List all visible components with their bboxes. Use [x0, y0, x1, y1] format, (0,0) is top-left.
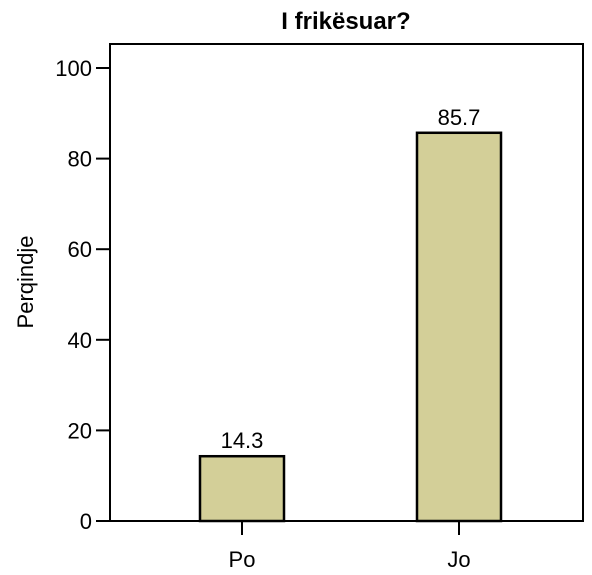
- chart-title: I frikësuar?: [281, 8, 410, 35]
- x-tick-label-po: Po: [229, 547, 256, 572]
- bar-po: [198, 454, 286, 523]
- data-label-jo: 85.7: [438, 105, 481, 130]
- y-tick-label: 20: [68, 418, 92, 443]
- y-axis-label: Perqindje: [13, 236, 38, 329]
- plot-frame: [109, 43, 584, 522]
- data-labels-group: 14.3 85.7: [221, 105, 481, 453]
- data-label-po: 14.3: [221, 428, 264, 453]
- y-tick-label: 0: [80, 509, 92, 534]
- y-tick-label: 40: [68, 328, 92, 353]
- y-tick-label: 60: [68, 237, 92, 262]
- y-axis: 0 20 40 60 80 100: [55, 56, 110, 534]
- y-tick-label: 80: [68, 147, 92, 172]
- x-axis: Po Jo: [229, 521, 471, 572]
- y-tick-label: 100: [55, 56, 92, 81]
- bars-group: [198, 131, 503, 523]
- bar-jo: [415, 131, 503, 523]
- x-tick-label-jo: Jo: [447, 547, 470, 572]
